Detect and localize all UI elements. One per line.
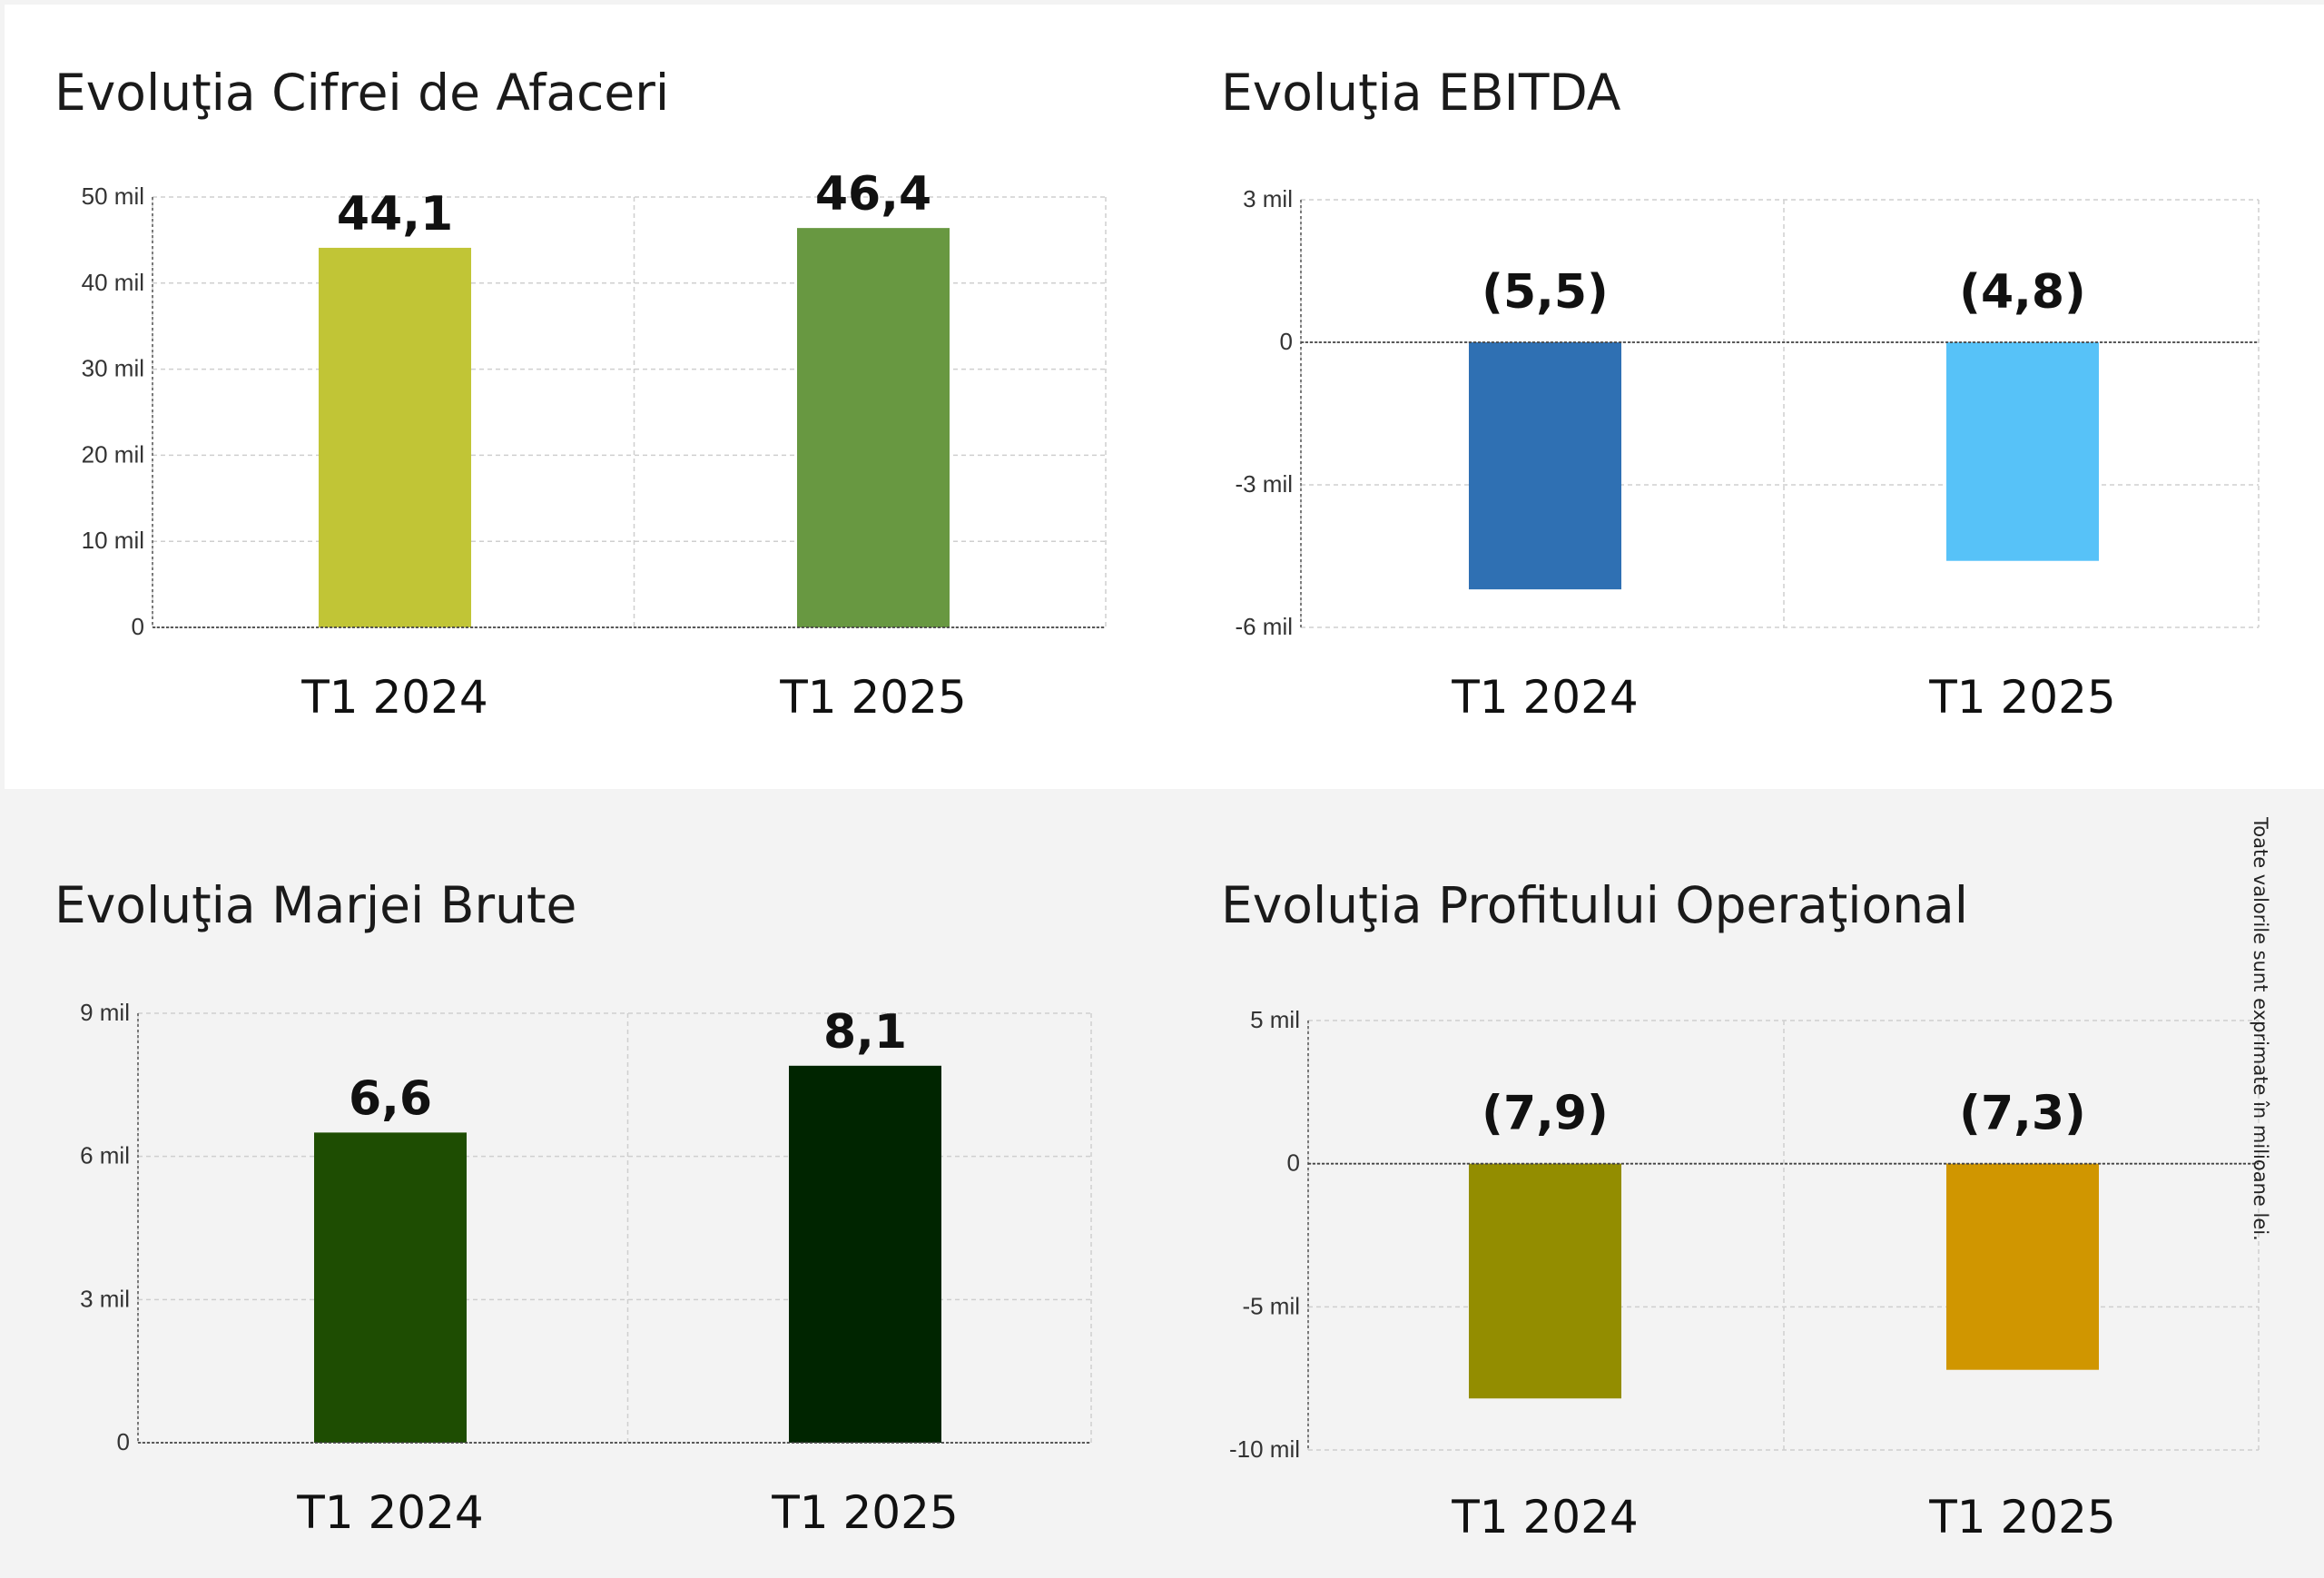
y-tick-label: 0 bbox=[1287, 1149, 1300, 1177]
y-tick-label: 6 mil bbox=[80, 1142, 130, 1169]
chart-title: Evoluţia Marjei Brute bbox=[54, 876, 577, 934]
y-tick-label: 10 mil bbox=[82, 527, 144, 554]
y-tick-label: 0 bbox=[1280, 328, 1293, 355]
units-footnote-text: Toate valorile sunt exprimate în milioan… bbox=[2250, 817, 2271, 1241]
y-tick-label: 50 mil bbox=[82, 182, 144, 210]
data-label: 44,1 bbox=[337, 187, 453, 242]
x-tick-label: T1 2024 bbox=[1451, 1491, 1639, 1543]
y-tick-label: 5 mil bbox=[1250, 1006, 1300, 1033]
chart-panel-revenue: Evoluţia Cifrei de Afaceri 0 10 mil 20 mil… bbox=[54, 64, 1126, 724]
y-tick-label: 20 mil bbox=[82, 440, 144, 468]
bar bbox=[1469, 342, 1621, 590]
bar bbox=[1946, 1163, 2099, 1370]
operating-profit-bar-chart: -10 mil -5 mil 0 5 mil (7,9) T1 2024 (7,3) T1 2… bbox=[1229, 1006, 2260, 1543]
y-tick-label: -6 mil bbox=[1235, 613, 1293, 640]
bar bbox=[1946, 342, 2099, 561]
data-label: 46,4 bbox=[815, 167, 931, 222]
chart-title: Evoluţia Cifrei de Afaceri bbox=[54, 64, 670, 122]
y-tick-label: 40 mil bbox=[82, 269, 144, 296]
bar bbox=[797, 228, 950, 628]
bar bbox=[319, 247, 471, 627]
data-label: (7,9) bbox=[1482, 1087, 1609, 1141]
data-label: (4,8) bbox=[1959, 265, 2086, 320]
x-tick-label: T1 2024 bbox=[1451, 671, 1639, 724]
data-label: (5,5) bbox=[1482, 265, 1609, 320]
x-tick-label: T1 2024 bbox=[296, 1486, 484, 1539]
chart-title: Evoluţia EBITDA bbox=[1221, 64, 1621, 122]
chart-title: Evoluţia Profitului Operaţional bbox=[1221, 876, 1969, 934]
y-tick-label: 30 mil bbox=[82, 355, 144, 382]
top-background bbox=[0, 0, 2324, 789]
data-label: (7,3) bbox=[1959, 1087, 2086, 1141]
y-tick-label: 9 mil bbox=[80, 999, 130, 1026]
chart-panel-gross-margin: Evoluţia Marjei Brute 0 3 mil 6 mil 9 mil 6,… bbox=[54, 876, 1126, 1539]
y-tick-label: -3 mil bbox=[1235, 470, 1293, 498]
ebitda-bar-chart: -6 mil -3 mil 0 3 mil (5,5) T1 2024 (4,8) T1 20… bbox=[1235, 185, 2260, 724]
y-tick-label: -10 mil bbox=[1229, 1435, 1300, 1463]
y-tick-label: 3 mil bbox=[80, 1285, 130, 1312]
revenue-bar-chart: 0 10 mil 20 mil 30 mil 40 mil 50 mil 44,1 T1 20… bbox=[82, 167, 1107, 724]
units-footnote: Toate valorile sunt exprimate în milioan… bbox=[2215, 817, 2306, 1362]
bar bbox=[789, 1065, 941, 1443]
x-tick-label: T1 2025 bbox=[1928, 671, 2116, 724]
x-tick-label: T1 2025 bbox=[771, 1486, 959, 1539]
y-tick-label: 3 mil bbox=[1243, 185, 1293, 212]
chart-panel-operating-profit: Evoluţia Profitului Operaţional -10 mil -… bbox=[1221, 876, 2274, 1543]
x-tick-label: T1 2025 bbox=[1928, 1491, 2116, 1543]
bar bbox=[1469, 1163, 1621, 1399]
gross-margin-bar-chart: 0 3 mil 6 mil 9 mil 6,6 T1 2024 8,1 T1 2025 bbox=[80, 999, 1092, 1539]
x-tick-label: T1 2025 bbox=[779, 671, 967, 724]
bar bbox=[314, 1132, 467, 1443]
y-tick-label: 0 bbox=[132, 613, 144, 640]
x-tick-label: T1 2024 bbox=[300, 671, 488, 724]
data-label: 6,6 bbox=[349, 1071, 432, 1126]
y-tick-label: -5 mil bbox=[1242, 1292, 1300, 1319]
data-label: 8,1 bbox=[823, 1005, 907, 1060]
chart-panel-ebitda: Evoluţia EBITDA -6 mil -3 mil 0 3 mil (5,5) T… bbox=[1221, 64, 2274, 724]
y-tick-label: 0 bbox=[117, 1428, 130, 1455]
